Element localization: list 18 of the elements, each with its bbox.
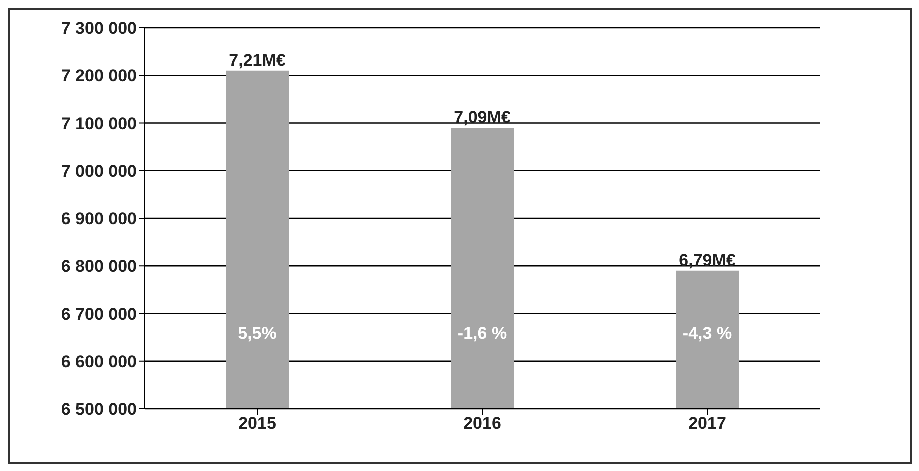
x-tick-label: 2016	[464, 414, 502, 434]
x-tick-label: 2015	[238, 414, 276, 434]
y-tick-label: 6 500 000	[61, 400, 137, 420]
data-label: 7,21M€	[229, 50, 286, 70]
annotation: -4,3 %	[682, 324, 732, 343]
y-tick-label: 7 200 000	[61, 66, 137, 86]
data-label: 7,09M€	[454, 108, 512, 128]
data-label: 6,79M€	[679, 250, 736, 270]
annotation: -1,6 %	[458, 324, 508, 343]
y-tick-label: 7 000 000	[61, 162, 137, 181]
annotation: 5,5%	[238, 324, 277, 343]
y-tick-label: 7 100 000	[61, 114, 137, 134]
y-tick-label: 6 800 000	[61, 257, 137, 276]
y-tick-label: 7 300 000	[61, 19, 137, 38]
y-tick-label: 6 900 000	[61, 210, 137, 229]
y-tick-label: 6 600 000	[61, 352, 137, 372]
x-tick-label: 2017	[688, 414, 726, 434]
y-tick-label: 6 700 000	[61, 304, 137, 324]
